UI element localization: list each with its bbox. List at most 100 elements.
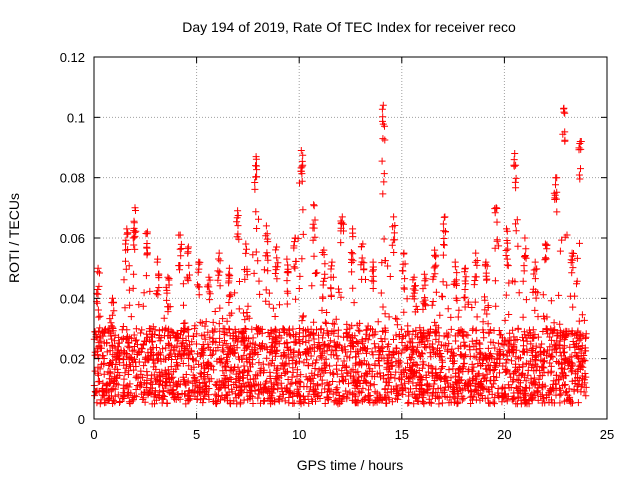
data-point: [105, 328, 113, 336]
data-point: [473, 387, 481, 395]
data-point: [411, 393, 419, 401]
data-point: [223, 374, 231, 382]
data-point: [515, 376, 523, 384]
data-point: [260, 397, 268, 405]
data-point: [422, 302, 429, 310]
data-point: [158, 368, 166, 376]
data-point: [143, 338, 150, 345]
data-point: [253, 166, 261, 174]
data-point: [532, 366, 540, 374]
data-point: [536, 344, 544, 352]
data-point: [341, 343, 349, 351]
data-point: [431, 318, 439, 326]
data-point: [447, 313, 455, 321]
data-point: [504, 337, 512, 344]
data-point: [99, 388, 107, 396]
data-point: [455, 306, 463, 314]
data-point: [390, 213, 398, 221]
data-point: [522, 245, 530, 253]
data-point: [541, 382, 549, 390]
data-point: [130, 241, 138, 249]
data-point: [177, 355, 185, 363]
data-point: [371, 344, 379, 352]
data-point: [390, 229, 398, 237]
data-point: [253, 225, 261, 232]
data-point: [557, 373, 565, 381]
data-point: [194, 350, 202, 358]
data-point: [409, 345, 417, 353]
data-point: [139, 394, 147, 402]
data-point: [500, 393, 508, 401]
data-point: [94, 378, 102, 386]
data-point: [131, 245, 139, 253]
data-point: [375, 348, 383, 356]
data-point: [471, 298, 479, 306]
data-point: [405, 399, 413, 406]
data-point: [243, 245, 250, 253]
data-point: [195, 291, 203, 299]
data-point: [449, 352, 457, 360]
data-point: [304, 325, 312, 333]
data-point: [162, 378, 169, 386]
data-point: [113, 356, 121, 364]
data-point: [545, 389, 553, 397]
data-point: [241, 275, 249, 283]
data-point: [532, 294, 540, 302]
data-point: [521, 384, 529, 391]
data-point: [570, 341, 578, 349]
data-point: [432, 288, 440, 296]
data-point: [243, 389, 251, 396]
data-point: [405, 392, 413, 400]
data-point: [116, 359, 124, 367]
data-point: [355, 387, 363, 395]
data-point: [157, 357, 165, 365]
data-point: [441, 393, 449, 400]
data-point: [263, 377, 271, 385]
data-point: [284, 376, 292, 383]
x-tick-label: 20: [497, 427, 511, 442]
data-point: [344, 390, 352, 398]
data-point: [526, 329, 534, 337]
data-point: [542, 255, 550, 263]
data-point: [288, 379, 296, 387]
data-point: [180, 350, 188, 358]
data-point: [93, 399, 101, 407]
data-point: [420, 389, 428, 397]
data-point: [286, 380, 294, 388]
data-point: [309, 236, 317, 244]
data-point: [240, 346, 248, 354]
data-point: [451, 357, 458, 365]
data-point: [343, 329, 351, 337]
data-point: [310, 318, 318, 326]
data-point: [570, 387, 578, 395]
data-point: [232, 394, 240, 402]
data-point: [292, 360, 299, 368]
data-point: [311, 216, 319, 224]
data-point: [193, 340, 200, 348]
data-point: [201, 382, 209, 390]
data-point: [579, 358, 586, 365]
data-point: [516, 389, 524, 397]
data-point: [382, 393, 390, 401]
data-point: [269, 304, 277, 312]
data-point: [520, 396, 528, 404]
data-point: [291, 264, 299, 272]
data-point: [519, 277, 527, 285]
data-point: [272, 326, 280, 334]
data-point: [484, 361, 492, 369]
data-point: [215, 356, 223, 363]
data-point: [541, 256, 549, 264]
data-point: [204, 328, 212, 336]
data-point: [299, 151, 307, 159]
data-point: [569, 303, 577, 311]
data-point: [237, 338, 245, 346]
data-point: [140, 362, 148, 370]
data-point: [581, 370, 589, 377]
data-point: [466, 346, 474, 354]
data-point: [399, 267, 407, 275]
data-point: [568, 366, 576, 374]
data-point: [402, 332, 410, 340]
data-point: [464, 378, 472, 386]
data-point: [488, 383, 496, 391]
data-point: [271, 313, 279, 320]
